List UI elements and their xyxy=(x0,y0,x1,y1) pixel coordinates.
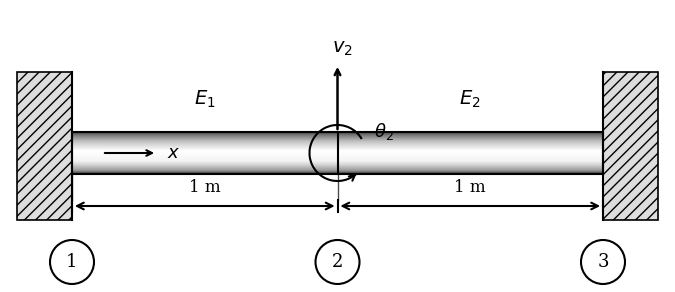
Bar xyxy=(72,134,603,135)
Text: $E_1$: $E_1$ xyxy=(194,89,215,110)
Bar xyxy=(72,157,603,158)
Bar xyxy=(72,149,603,150)
Bar xyxy=(72,132,603,133)
Bar xyxy=(72,171,603,172)
Bar xyxy=(72,138,603,139)
Bar xyxy=(72,158,603,159)
Bar xyxy=(72,152,603,153)
Bar xyxy=(72,137,603,138)
Bar xyxy=(72,151,603,152)
Bar xyxy=(72,132,603,174)
Bar xyxy=(72,169,603,170)
Bar xyxy=(72,147,603,148)
Text: 1: 1 xyxy=(66,253,78,271)
Bar xyxy=(72,173,603,174)
Bar xyxy=(72,143,603,144)
Bar xyxy=(72,142,603,143)
Bar xyxy=(72,153,603,154)
Bar xyxy=(72,141,603,142)
Bar xyxy=(72,150,603,151)
Text: 1 m: 1 m xyxy=(454,179,486,196)
Bar xyxy=(72,139,603,140)
Bar xyxy=(72,163,603,164)
Circle shape xyxy=(50,240,94,284)
Bar xyxy=(72,164,603,165)
Bar xyxy=(72,159,603,160)
Bar xyxy=(72,135,603,136)
Text: 1 m: 1 m xyxy=(189,179,221,196)
Bar xyxy=(72,144,603,145)
Text: $v_2$: $v_2$ xyxy=(332,40,353,58)
Bar xyxy=(72,172,603,173)
Circle shape xyxy=(581,240,625,284)
Bar xyxy=(72,146,603,147)
Bar xyxy=(72,162,603,163)
Bar xyxy=(72,160,603,161)
Bar xyxy=(72,170,603,171)
Bar xyxy=(603,72,658,220)
Bar xyxy=(72,154,603,155)
Bar xyxy=(72,148,603,149)
Bar xyxy=(72,165,603,166)
Text: $E_2$: $E_2$ xyxy=(460,89,481,110)
Bar xyxy=(72,167,603,168)
Text: 3: 3 xyxy=(597,253,609,271)
Text: $\theta_2$: $\theta_2$ xyxy=(373,121,394,142)
Bar xyxy=(72,155,603,156)
Circle shape xyxy=(315,240,360,284)
Bar xyxy=(72,133,603,134)
Bar xyxy=(72,140,603,141)
Bar xyxy=(72,166,603,167)
Bar xyxy=(72,168,603,169)
Text: $x$: $x$ xyxy=(167,144,180,162)
Bar xyxy=(72,145,603,146)
Bar xyxy=(72,156,603,157)
Bar xyxy=(72,136,603,137)
Text: 2: 2 xyxy=(332,253,343,271)
Bar xyxy=(72,161,603,162)
Bar xyxy=(17,72,72,220)
